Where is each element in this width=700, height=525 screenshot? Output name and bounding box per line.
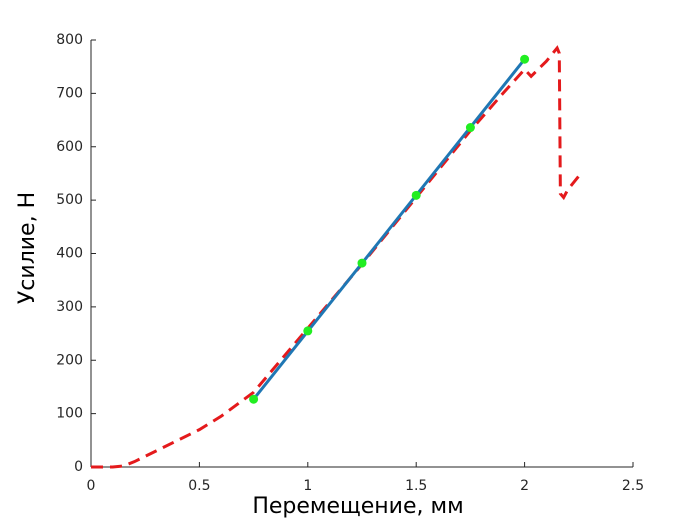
data-point [303, 326, 313, 336]
x-tick-label: 0 [87, 478, 96, 494]
x-tick-label: 1 [303, 478, 312, 494]
x-axis-title: Перемещение, мм [252, 494, 463, 519]
data-point [411, 190, 421, 200]
y-tick-label: 500 [56, 192, 83, 208]
data-point [520, 54, 530, 64]
y-tick-label: 300 [56, 299, 83, 315]
x-tick-label: 2 [520, 478, 529, 494]
data-point [465, 123, 475, 133]
y-axis-title: Усилие, Н [15, 192, 40, 304]
data-line [252, 58, 526, 401]
data-point [249, 394, 259, 404]
y-tick-label: 400 [56, 246, 83, 262]
x-tick-label: 0.5 [188, 478, 210, 494]
y-tick-label: 200 [56, 352, 83, 368]
y-tick-label: 700 [56, 85, 83, 101]
y-tick-label: 100 [56, 406, 83, 422]
y-tick-label: 0 [74, 459, 83, 475]
y-tick-label: 800 [56, 32, 83, 48]
data-point [357, 258, 367, 268]
y-tick-label: 600 [56, 139, 83, 155]
x-tick-label: 1.5 [405, 478, 427, 494]
data-line [91, 45, 580, 469]
x-tick-label: 2.5 [622, 478, 644, 494]
